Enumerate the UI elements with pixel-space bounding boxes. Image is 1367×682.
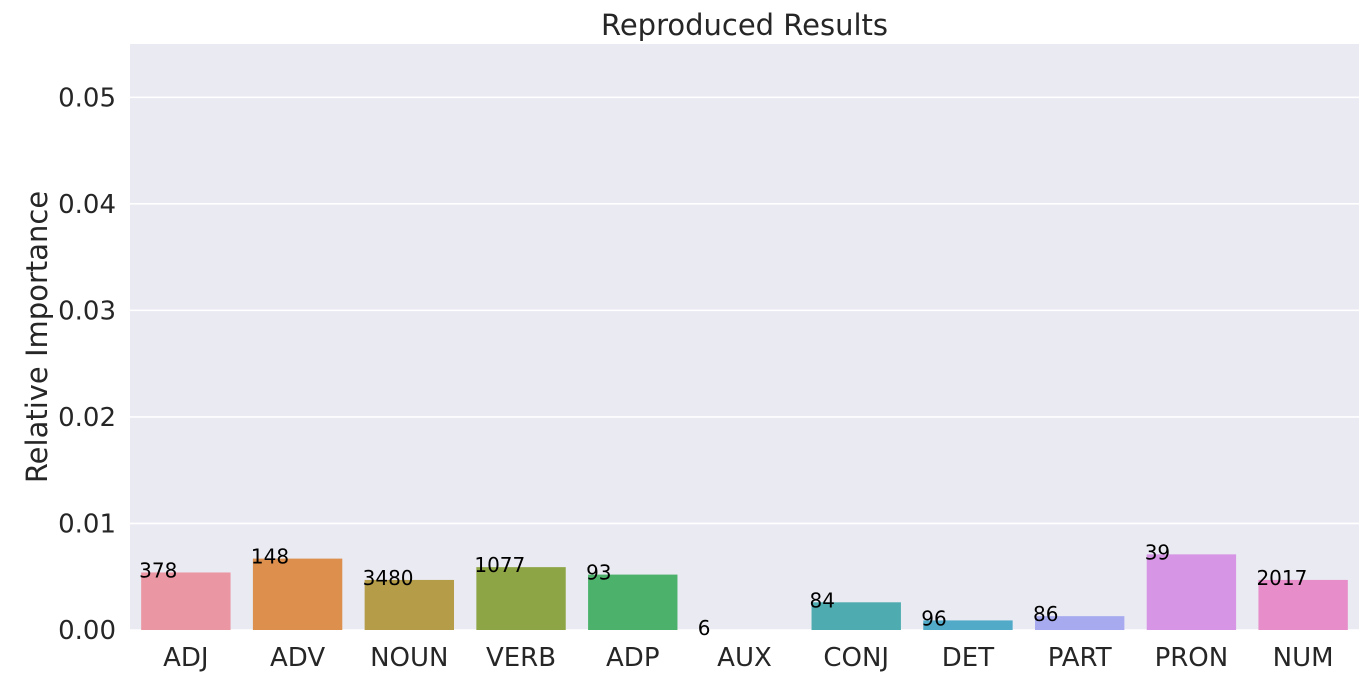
- x-tick-label: PART: [1048, 643, 1112, 673]
- bar-pron: [1146, 554, 1237, 630]
- bars: [141, 554, 1348, 630]
- y-tick-labels: 0.00 0.01 0.02 0.03 0.04 0.05: [58, 83, 116, 646]
- y-tick-label: 0.04: [58, 190, 116, 220]
- x-tick-labels: ADJ ADV NOUN VERB ADP AUX CONJ DET PART PRON NUM: [163, 643, 1333, 673]
- bar-conj: [811, 602, 901, 630]
- x-tick-label: VERB: [486, 643, 556, 673]
- x-tick-label: NUM: [1273, 643, 1334, 673]
- x-tick-label: CONJ: [823, 643, 889, 673]
- data-label: 86: [1033, 602, 1058, 626]
- data-label: 2017: [1256, 566, 1307, 590]
- bar-det: [923, 620, 1013, 630]
- x-tick-label: DET: [942, 643, 994, 673]
- data-label: 378: [139, 558, 177, 582]
- data-labels: 378 148 3480 1077 93 6 84 96 86 39 2017: [139, 540, 1307, 640]
- x-tick-label: ADV: [270, 643, 325, 673]
- data-label: 6: [698, 616, 711, 640]
- y-tick-label: 0.05: [58, 83, 116, 113]
- data-label: 39: [1145, 540, 1170, 564]
- x-tick-label: PRON: [1155, 643, 1229, 673]
- x-tick-label: NOUN: [370, 643, 448, 673]
- bar-noun: [364, 579, 455, 630]
- data-label: 93: [586, 561, 611, 585]
- y-tick-label: 0.02: [58, 403, 116, 433]
- y-tick-label: 0.00: [58, 616, 116, 646]
- x-tick-label: ADJ: [163, 643, 208, 673]
- chart-title: Reproduced Results: [601, 8, 888, 42]
- bar-part: [1034, 616, 1125, 630]
- data-label: 148: [251, 545, 289, 569]
- y-axis-label: Relative Importance: [20, 191, 54, 483]
- bar-verb: [476, 567, 566, 630]
- x-tick-label: AUX: [717, 643, 772, 673]
- bar-num: [1258, 579, 1348, 630]
- y-tick-label: 0.01: [58, 509, 116, 539]
- bar-adp: [588, 574, 678, 630]
- data-label: 3480: [363, 566, 414, 590]
- bar-adj: [141, 572, 231, 630]
- data-label: 84: [810, 588, 835, 612]
- x-tick-label: ADP: [606, 643, 660, 673]
- data-label: 1077: [474, 553, 525, 577]
- data-label: 96: [921, 606, 946, 630]
- plot-area: [130, 44, 1359, 630]
- bar-adv: [252, 558, 343, 630]
- y-tick-label: 0.03: [58, 296, 116, 326]
